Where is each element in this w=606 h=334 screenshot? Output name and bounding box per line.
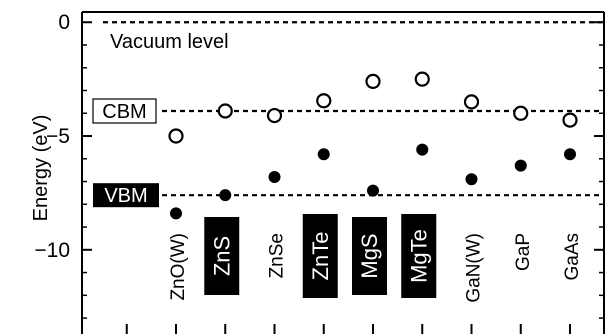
vbm-label: VBM (104, 185, 147, 207)
x-category-label: MgS (357, 233, 382, 278)
y-tick-label: −5 (46, 125, 70, 148)
cbm-point-mgs (365, 73, 381, 90)
x-label-highlight-box (401, 214, 437, 298)
y-tick-label: 0 (58, 11, 70, 34)
cbm-point-mgte (414, 71, 430, 87)
cbm-point-znte (316, 93, 332, 109)
vbm-point-gaas (564, 148, 576, 161)
vbm-point-mgs (367, 184, 379, 197)
vbm-point-gap (514, 159, 527, 172)
x-label-zns: ZnS (204, 217, 240, 295)
cbm-point-zns (217, 103, 233, 119)
vbm-point-ganw (465, 173, 478, 186)
x-label-highlight-box (302, 214, 338, 298)
cbm-label-box (92, 98, 157, 124)
vbm-point-znte (317, 148, 330, 161)
x-label-znse: ZnSe (267, 233, 288, 278)
x-label-highlight-box (352, 217, 387, 295)
y-axis-title: Energy (eV) (30, 115, 52, 222)
x-category-label: GaAs (562, 233, 583, 281)
y-ticks: 0 −5 −10 (34, 11, 604, 319)
reference-lines: Vacuum level CBM VBM (92, 21, 602, 208)
cbm-point-gap (513, 105, 529, 121)
cbm-point-gaas (562, 112, 578, 128)
x-label-znow: ZnO(W) (168, 233, 189, 301)
vbm-label-box (93, 183, 159, 208)
cbm-point-ganw (463, 94, 480, 110)
x-label-highlight-box (204, 217, 240, 295)
x-category-label: ZnTe (308, 232, 333, 281)
x-category-label: GaN(W) (464, 233, 485, 303)
x-category-label: GaP (513, 233, 534, 271)
cbm-point-znse (266, 107, 283, 124)
x-ticks (125, 324, 571, 334)
x-category-label: ZnSe (267, 233, 288, 278)
x-category-label: MgTe (406, 229, 431, 283)
data-points (168, 71, 578, 220)
vbm-point-mgte (416, 143, 429, 156)
cbm-point-znow (168, 128, 184, 144)
vacuum-level-label: Vacuum level (110, 31, 229, 53)
x-label-mgs: MgS (352, 217, 387, 295)
x-label-gap: GaP (513, 233, 534, 271)
x-category-label: ZnO(W) (168, 233, 189, 301)
vbm-point-znse (268, 170, 281, 183)
x-label-mgte: MgTe (401, 214, 437, 298)
y-tick-label: −10 (34, 239, 70, 262)
x-label-ganw: GaN(W) (464, 233, 485, 303)
x-label-gaas: GaAs (562, 233, 583, 281)
cbm-label: CBM (102, 101, 146, 123)
vbm-point-zns (219, 189, 232, 202)
x-category-label: ZnS (209, 236, 234, 276)
vbm-point-znow (170, 207, 182, 220)
x-category-labels: ZnO(W) ZnS ZnSe ZnTe MgS MgTe GaN(W) GaP GaAs (168, 214, 583, 303)
x-label-znte: ZnTe (302, 214, 338, 298)
